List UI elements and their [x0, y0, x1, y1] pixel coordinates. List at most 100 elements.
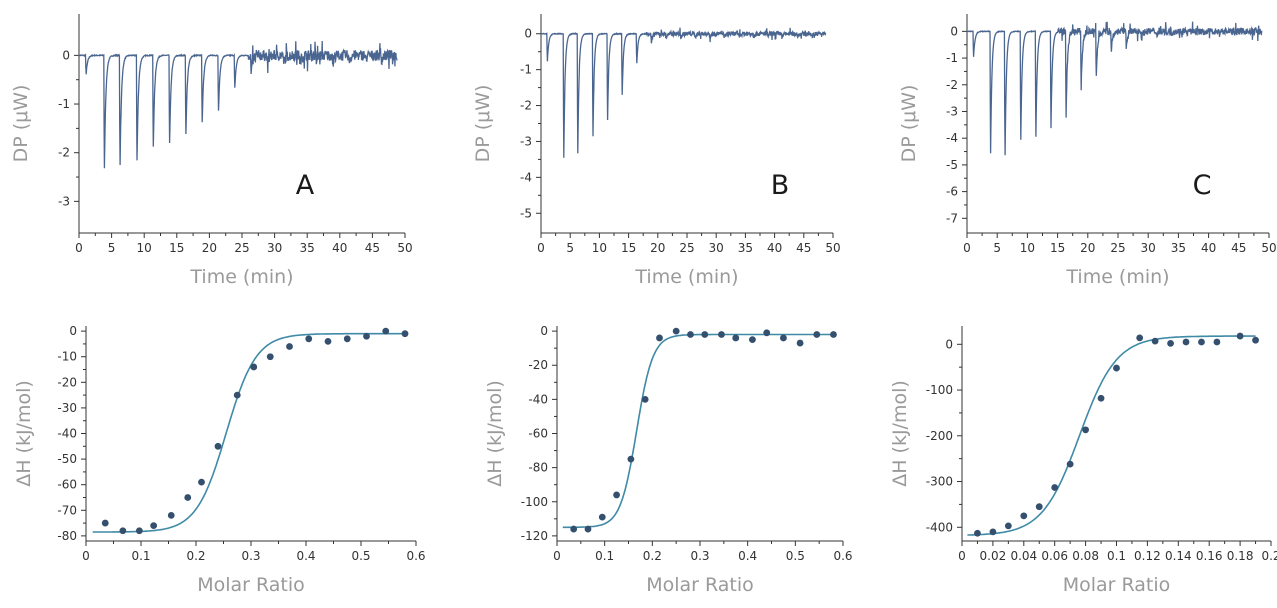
data-point	[732, 334, 740, 342]
x-tick-label: 0.4	[738, 549, 757, 563]
y-axis-title: DP (μW)	[898, 85, 920, 163]
x-axis-title: Molar Ratio	[1063, 574, 1171, 596]
y-tick-label: -2	[520, 99, 532, 113]
data-point	[1035, 503, 1043, 511]
x-tick-label: 50	[397, 241, 412, 255]
x-tick-label: 15	[1050, 241, 1065, 255]
y-tick-label: -400	[926, 520, 953, 534]
y-tick-label: -40	[57, 427, 77, 441]
x-tick-label: 10	[1020, 241, 1035, 255]
data-point	[641, 395, 649, 403]
x-tick-label: 0.1	[595, 549, 614, 563]
x-tick-label: 0.5	[351, 549, 370, 563]
data-point	[1182, 338, 1190, 346]
x-tick-label: 0.5	[786, 549, 805, 563]
data-point	[780, 334, 787, 342]
x-tick-label: 25	[679, 241, 694, 255]
y-tick-label: -100	[521, 495, 548, 509]
x-tick-label: 0.2	[1261, 549, 1277, 563]
data-point	[1198, 338, 1205, 346]
x-tick-label: 0.6	[833, 549, 852, 563]
y-tick-label: 0	[524, 27, 532, 41]
y-tick-label: -200	[926, 429, 953, 443]
y-tick-label: 0	[62, 48, 70, 62]
data-point	[598, 513, 606, 521]
panel-thermogram-b: 0 5 10 15 20 25 30 35 40 45 50 0 -1 -2 -3 -4 -5 Time (min…	[472, 14, 841, 288]
data-point	[101, 519, 109, 527]
data-point	[1151, 337, 1159, 345]
x-axis-title: Molar Ratio	[197, 574, 305, 596]
x-tick-label: 35	[738, 241, 753, 255]
data-point	[1066, 460, 1074, 468]
x-tick-label: 5	[566, 241, 574, 255]
data-point	[150, 522, 158, 530]
panel-thermogram-a: 0 5 10 15 20 25 30 35 40 45 50 0 -1 -2 -3 Time (min) DP …	[10, 14, 413, 288]
data-point	[305, 335, 313, 343]
panel-letter: B	[771, 170, 790, 201]
data-point	[1213, 338, 1221, 346]
data-point	[974, 529, 981, 537]
x-tick-label: 0	[958, 549, 966, 563]
x-tick-label: 45	[1231, 241, 1246, 255]
y-tick-label: -7	[946, 211, 958, 225]
y-axis-title: DP (μW)	[472, 85, 494, 163]
x-tick-label: 0.2	[643, 549, 662, 563]
data-point	[266, 353, 274, 361]
x-tick-label: 10	[137, 241, 152, 255]
x-tick-label: 0	[963, 241, 971, 255]
x-tick-label: 0.02	[980, 549, 1007, 563]
data-point	[1020, 512, 1028, 520]
y-tick-label: -3	[58, 194, 70, 208]
y-tick-label: -1	[520, 63, 532, 77]
x-tick-label: 0.04	[1010, 549, 1037, 563]
y-tick-label: -20	[57, 375, 77, 389]
data-point	[613, 491, 620, 499]
x-tick-label: 45	[365, 241, 380, 255]
data-point	[401, 330, 409, 338]
y-tick-label: -100	[926, 383, 953, 397]
data-point	[813, 331, 821, 338]
data-point	[749, 336, 756, 344]
dp-trace-series	[966, 21, 1263, 156]
x-tick-label: 0.2	[186, 549, 205, 563]
data-point	[1236, 332, 1244, 340]
x-tick-label: 20	[650, 241, 665, 255]
data-point	[570, 525, 578, 533]
x-tick-label: 5	[993, 241, 1001, 255]
fit-curve	[562, 333, 834, 529]
y-tick-label: -1	[58, 97, 70, 111]
x-tick-label: 25	[1110, 241, 1125, 255]
y-tick-label: -60	[528, 427, 548, 441]
y-tick-label: 0	[540, 324, 548, 338]
x-tick-label: 30	[267, 241, 282, 255]
data-point	[343, 335, 351, 343]
x-tick-label: 5	[108, 241, 116, 255]
y-tick-label: -2	[58, 146, 70, 160]
y-tick-label: -120	[521, 529, 548, 543]
data-point	[198, 478, 205, 486]
fit-curve	[967, 335, 1256, 536]
x-tick-label: 35	[1171, 241, 1186, 255]
y-tick-label: -300	[926, 475, 953, 489]
y-tick-label: -5	[520, 206, 532, 220]
data-point	[989, 528, 997, 536]
data-point	[627, 455, 635, 463]
x-tick-label: 0.16	[1196, 549, 1223, 563]
data-point	[119, 527, 127, 535]
x-tick-label: 0.12	[1134, 549, 1161, 563]
data-point	[796, 339, 804, 347]
x-tick-label: 50	[825, 241, 840, 255]
y-tick-label: -4	[520, 170, 532, 184]
panel-letter: A	[296, 170, 315, 201]
data-point	[656, 334, 663, 342]
x-tick-label: 40	[767, 241, 782, 255]
data-point	[167, 512, 175, 519]
x-tick-label: 0.06	[1041, 549, 1068, 563]
x-axis-title: Molar Ratio	[646, 574, 754, 596]
x-tick-label: 0.3	[241, 549, 260, 563]
data-point	[286, 343, 293, 350]
x-tick-label: 50	[1261, 241, 1276, 255]
x-tick-label: 0.18	[1227, 549, 1254, 563]
y-tick-label: -3	[946, 104, 958, 118]
y-tick-label: -5	[946, 158, 958, 172]
